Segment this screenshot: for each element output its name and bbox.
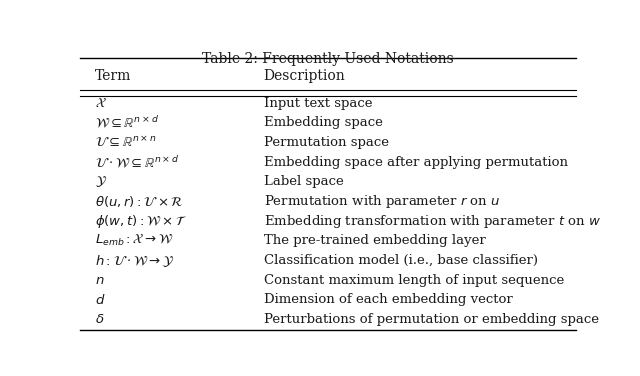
Text: $\mathcal{Y}$: $\mathcal{Y}$ — [95, 174, 107, 189]
Text: Permutation with parameter $r$ on $u$: Permutation with parameter $r$ on $u$ — [264, 193, 500, 210]
Text: Term: Term — [95, 68, 131, 82]
Text: Perturbations of permutation or embedding space: Perturbations of permutation or embeddin… — [264, 313, 598, 326]
Text: Constant maximum length of input sequence: Constant maximum length of input sequenc… — [264, 274, 564, 287]
Text: $\delta$: $\delta$ — [95, 313, 104, 326]
Text: Input text space: Input text space — [264, 97, 372, 109]
Text: $\mathcal{X}$: $\mathcal{X}$ — [95, 97, 107, 109]
Text: $d$: $d$ — [95, 293, 106, 307]
Text: $L_{emb}:\mathcal{X}\rightarrow\mathcal{W}$: $L_{emb}:\mathcal{X}\rightarrow\mathcal{… — [95, 233, 173, 249]
Text: Description: Description — [264, 68, 345, 82]
Text: Classification model (i.e., base classifier): Classification model (i.e., base classif… — [264, 254, 538, 267]
Text: Embedding transformation with parameter $t$ on $w$: Embedding transformation with parameter … — [264, 213, 601, 230]
Text: Permutation space: Permutation space — [264, 136, 388, 149]
Text: $\mathcal{U}\subseteq\mathbb{R}^{n\times n}$: $\mathcal{U}\subseteq\mathbb{R}^{n\times… — [95, 135, 156, 150]
Text: Embedding space: Embedding space — [264, 116, 382, 129]
Text: Embedding space after applying permutation: Embedding space after applying permutati… — [264, 156, 568, 168]
Text: $n$: $n$ — [95, 274, 104, 287]
Text: $\mathcal{U}\cdot\mathcal{W}\subseteq\mathbb{R}^{n\times d}$: $\mathcal{U}\cdot\mathcal{W}\subseteq\ma… — [95, 154, 179, 170]
Text: $\theta(u,r):\mathcal{U}\times\mathcal{R}$: $\theta(u,r):\mathcal{U}\times\mathcal{R… — [95, 194, 184, 209]
Text: $h:\mathcal{U}\cdot\mathcal{W}\rightarrow\mathcal{Y}$: $h:\mathcal{U}\cdot\mathcal{W}\rightarro… — [95, 253, 174, 268]
Text: The pre-trained embedding layer: The pre-trained embedding layer — [264, 234, 485, 247]
Text: $\mathcal{W}\subseteq\mathbb{R}^{n\times d}$: $\mathcal{W}\subseteq\mathbb{R}^{n\times… — [95, 115, 159, 131]
Text: Table 2: Frequently Used Notations: Table 2: Frequently Used Notations — [202, 52, 454, 66]
Text: $\phi(w,t):\mathcal{W}\times\mathcal{T}$: $\phi(w,t):\mathcal{W}\times\mathcal{T}$ — [95, 213, 187, 230]
Text: Label space: Label space — [264, 175, 343, 188]
Text: Dimension of each embedding vector: Dimension of each embedding vector — [264, 293, 512, 306]
